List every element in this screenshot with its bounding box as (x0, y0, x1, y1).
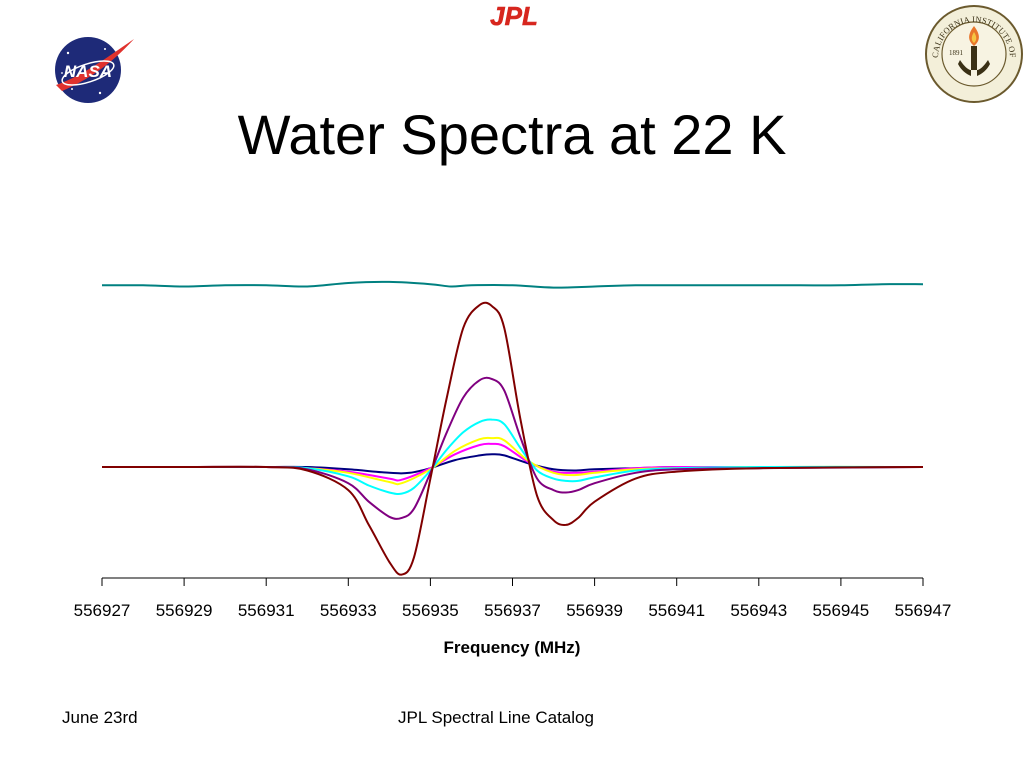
x-tick-label: 556939 (566, 601, 623, 620)
series-line-4 (101, 436, 924, 486)
x-tick-label: 556935 (402, 601, 459, 620)
series-line-3 (101, 418, 924, 495)
nasa-logo: NASA (55, 37, 134, 103)
series-line-1 (101, 301, 924, 576)
nasa-logo-text: NASA (64, 62, 112, 81)
x-tick-label: 556927 (74, 601, 131, 620)
x-tick-labels: 556927 556929 556931 556933 556935 556937 5569… (74, 601, 952, 620)
x-axis: 556927 556929 556931 556933 556935 556937 5569… (74, 577, 952, 620)
x-tick-label: 556937 (484, 601, 541, 620)
slide-title: Water Spectra at 22 K (237, 102, 787, 166)
series-line-6 (101, 453, 923, 475)
x-tick-label: 556931 (238, 601, 295, 620)
x-tick-label: 556947 (895, 601, 952, 620)
x-tick-label: 556941 (648, 601, 705, 620)
caltech-seal-year: 1891 (949, 49, 964, 57)
jpl-logo-text: JPL (490, 2, 538, 30)
jpl-logo: JPL (490, 2, 538, 30)
footer-center: JPL Spectral Line Catalog (398, 708, 594, 727)
footer-date: June 23rd (62, 708, 138, 727)
x-tick-label: 556929 (156, 601, 213, 620)
caltech-seal: CALIFORNIA INSTITUTE OF TECHNOLOGY 1891 (920, 0, 1023, 103)
x-tick-label: 556933 (320, 601, 377, 620)
x-axis-title: Frequency (MHz) (444, 638, 581, 657)
series-line-2 (101, 376, 924, 520)
x-ticks (101, 578, 924, 586)
x-tick-label: 556943 (730, 601, 787, 620)
x-tick-label: 556945 (813, 601, 870, 620)
series-line-5 (101, 442, 923, 482)
plot-lines (101, 280, 924, 576)
series-line-0 (101, 280, 924, 289)
